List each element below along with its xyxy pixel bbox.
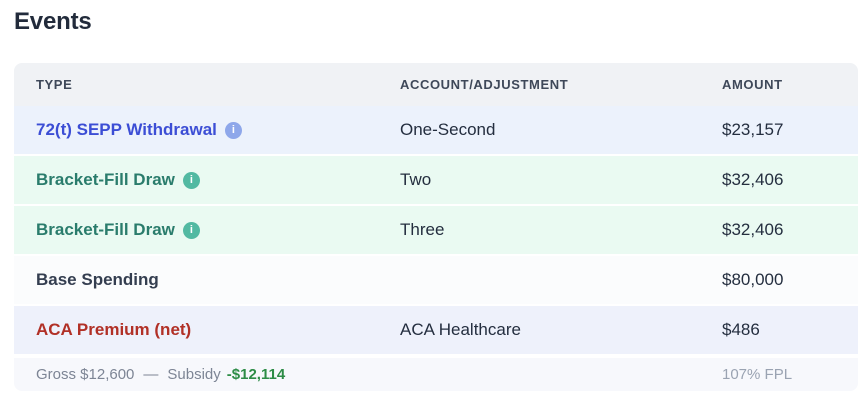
account-cell: Three: [400, 220, 445, 239]
event-type-cell: Bracket-Fill Draw i: [14, 220, 400, 240]
subsidy-label: Subsidy: [167, 366, 221, 383]
column-header-account-adjustment: ACCOUNT/ADJUSTMENT: [400, 77, 569, 92]
table-row: ACA Premium (net) ACA Healthcare $486: [14, 306, 858, 356]
column-header-type: TYPE: [36, 77, 73, 92]
event-type-label: Bracket-Fill Draw: [36, 220, 175, 239]
aca-summary: Gross $12,600 — Subsidy -$12,114: [14, 366, 722, 383]
event-type-label: Bracket-Fill Draw: [36, 170, 175, 189]
account-cell: One-Second: [400, 120, 496, 139]
event-type-cell: Base Spending: [14, 270, 400, 290]
account-cell: ACA Healthcare: [400, 320, 521, 339]
table-row: Bracket-Fill Draw i Two $32,406: [14, 156, 858, 206]
amount-cell: $32,406: [722, 170, 784, 189]
table-row: 72(t) SEPP Withdrawal i One-Second $23,1…: [14, 106, 858, 156]
table-header-row: TYPE ACCOUNT/ADJUSTMENT AMOUNT: [14, 63, 858, 106]
amount-cell: $32,406: [722, 220, 784, 239]
account-cell: Two: [400, 170, 432, 189]
event-type-cell: Bracket-Fill Draw i: [14, 170, 400, 190]
event-type-label: 72(t) SEPP Withdrawal: [36, 120, 217, 139]
info-icon[interactable]: i: [224, 121, 242, 139]
amount-cell: $23,157: [722, 120, 784, 139]
column-header-amount: AMOUNT: [722, 77, 783, 92]
page-title: Events: [14, 8, 92, 35]
amount-cell: $80,000: [722, 270, 784, 289]
separator-dash: —: [143, 366, 159, 383]
event-type-cell: ACA Premium (net): [14, 320, 400, 340]
amount-cell: $486: [722, 320, 760, 339]
event-type-cell: 72(t) SEPP Withdrawal i: [14, 120, 400, 140]
event-type-label: ACA Premium (net): [36, 320, 192, 339]
gross-amount: Gross $12,600: [36, 366, 135, 383]
table-footer-row: Gross $12,600 — Subsidy -$12,114 107% FP…: [14, 356, 858, 391]
info-icon[interactable]: i: [182, 221, 200, 239]
info-icon[interactable]: i: [182, 171, 200, 189]
table-row: Base Spending $80,000: [14, 256, 858, 306]
fpl-percentage: 107% FPL: [722, 366, 793, 383]
event-type-label: Base Spending: [36, 270, 159, 289]
table-row: Bracket-Fill Draw i Three $32,406: [14, 206, 858, 256]
events-table: TYPE ACCOUNT/ADJUSTMENT AMOUNT 72(t) SEP…: [14, 63, 858, 391]
subsidy-value: -$12,114: [226, 366, 286, 383]
